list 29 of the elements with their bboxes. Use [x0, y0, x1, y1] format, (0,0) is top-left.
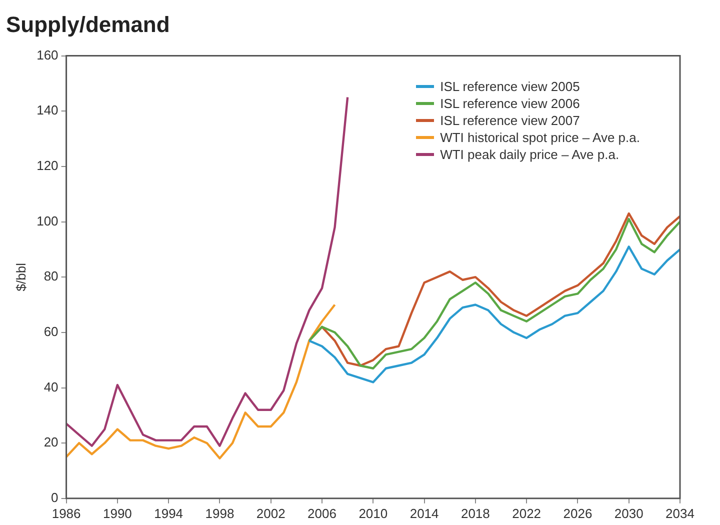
y-tick-label: 100	[36, 213, 58, 228]
x-tick-label: 1994	[154, 506, 184, 521]
x-tick-label: 2010	[358, 506, 388, 521]
y-tick-label: 160	[36, 47, 58, 62]
legend-label: WTI historical spot price – Ave p.a.	[440, 128, 640, 146]
legend-label: ISL reference view 2007	[440, 112, 580, 129]
x-tick-label: 1990	[102, 506, 132, 521]
legend-label: WTI peak daily price – Ave p.a.	[440, 146, 620, 163]
x-tick-label: 2030	[614, 506, 644, 521]
y-tick-label: 120	[36, 158, 58, 174]
y-axis-title: $/bbl	[13, 262, 28, 292]
x-tick-label: 2018	[460, 506, 490, 521]
x-tick-label: 2006	[308, 506, 336, 521]
y-tick-label: 140	[36, 102, 58, 118]
x-tick-label: 2014	[410, 506, 439, 521]
y-tick-label: 40	[44, 379, 58, 394]
x-tick-label: 2022	[512, 506, 542, 521]
y-tick-label: 80	[44, 268, 58, 284]
legend-label: ISL reference view 2006	[440, 94, 580, 112]
y-tick-label: 0	[51, 490, 58, 505]
chart-title: Supply/demand	[6, 12, 170, 38]
y-tick-label: 60	[44, 324, 58, 340]
y-tick-label: 20	[44, 434, 58, 450]
x-tick-label: 2034	[666, 506, 694, 521]
legend-label: ISL reference view 2005	[440, 78, 580, 95]
x-tick-label: 1986	[52, 506, 81, 521]
x-tick-label: 2002	[256, 506, 286, 521]
x-tick-label: 2026	[563, 506, 592, 521]
x-tick-label: 1998	[205, 506, 234, 521]
